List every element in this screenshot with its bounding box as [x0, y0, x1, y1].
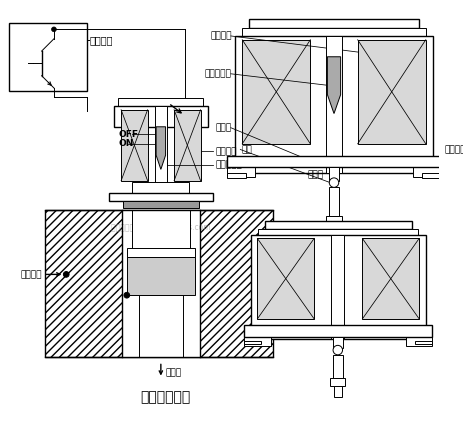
Bar: [9, 23, 87, 91]
Bar: [264, 222, 411, 229]
Text: 衔铁和阀芯: 衔铁和阀芯: [205, 69, 232, 78]
Polygon shape: [156, 127, 165, 169]
Text: 主油道: 主油道: [165, 368, 181, 377]
Bar: [329, 187, 338, 216]
Bar: [132, 181, 189, 196]
Bar: [142, 196, 179, 203]
Text: 主油道: 主油道: [307, 170, 323, 179]
Bar: [109, 193, 213, 200]
Text: 衔铁和阀芯: 衔铁和阀芯: [215, 160, 242, 169]
Bar: [122, 210, 199, 357]
Text: 球阀: 球阀: [241, 145, 251, 154]
Text: 泄油孔: 泄油孔: [215, 123, 232, 132]
Circle shape: [329, 178, 338, 187]
Bar: [174, 110, 200, 181]
Polygon shape: [327, 57, 340, 114]
Bar: [362, 238, 418, 319]
Bar: [226, 168, 255, 177]
Bar: [326, 216, 341, 225]
Text: 电磁线圈: 电磁线圈: [210, 32, 232, 41]
Bar: [414, 341, 432, 344]
Text: 开关式电磁阀: 开关式电磁阀: [140, 390, 190, 404]
Bar: [331, 235, 344, 339]
Bar: [118, 98, 203, 106]
Bar: [405, 337, 432, 346]
Bar: [226, 173, 245, 178]
Bar: [123, 200, 198, 208]
Circle shape: [332, 345, 342, 355]
Text: OFF: OFF: [118, 130, 138, 139]
Bar: [258, 229, 417, 235]
Circle shape: [51, 27, 56, 32]
Bar: [329, 168, 338, 181]
Circle shape: [124, 292, 129, 298]
Bar: [244, 341, 261, 344]
Bar: [330, 379, 344, 386]
Bar: [357, 40, 425, 144]
Bar: [113, 106, 208, 127]
Text: 电控单元: 电控单元: [90, 35, 113, 45]
Bar: [45, 210, 272, 357]
Text: 控制油道: 控制油道: [444, 145, 463, 154]
Bar: [333, 386, 341, 398]
Bar: [126, 257, 194, 295]
Text: 控制油道: 控制油道: [20, 270, 42, 279]
Bar: [131, 210, 190, 248]
Bar: [250, 235, 425, 339]
Text: ON: ON: [118, 139, 133, 148]
Bar: [248, 19, 418, 28]
Bar: [244, 325, 432, 337]
Bar: [332, 355, 342, 379]
Bar: [226, 156, 440, 168]
Bar: [121, 110, 147, 181]
Bar: [421, 173, 440, 178]
Bar: [242, 40, 310, 144]
Bar: [244, 337, 270, 346]
Bar: [326, 36, 341, 173]
Bar: [155, 106, 166, 181]
Bar: [332, 337, 342, 348]
Text: 电磁线圈: 电磁线圈: [215, 147, 237, 156]
Bar: [412, 168, 440, 177]
Circle shape: [63, 272, 69, 277]
Bar: [126, 248, 194, 257]
Bar: [242, 28, 425, 36]
Bar: [257, 238, 313, 319]
Text: 汽车维修技术网 www.qcwxjs.com: 汽车维修技术网 www.qcwxjs.com: [111, 222, 210, 232]
Bar: [139, 295, 182, 357]
Bar: [330, 225, 337, 239]
Bar: [234, 36, 432, 173]
